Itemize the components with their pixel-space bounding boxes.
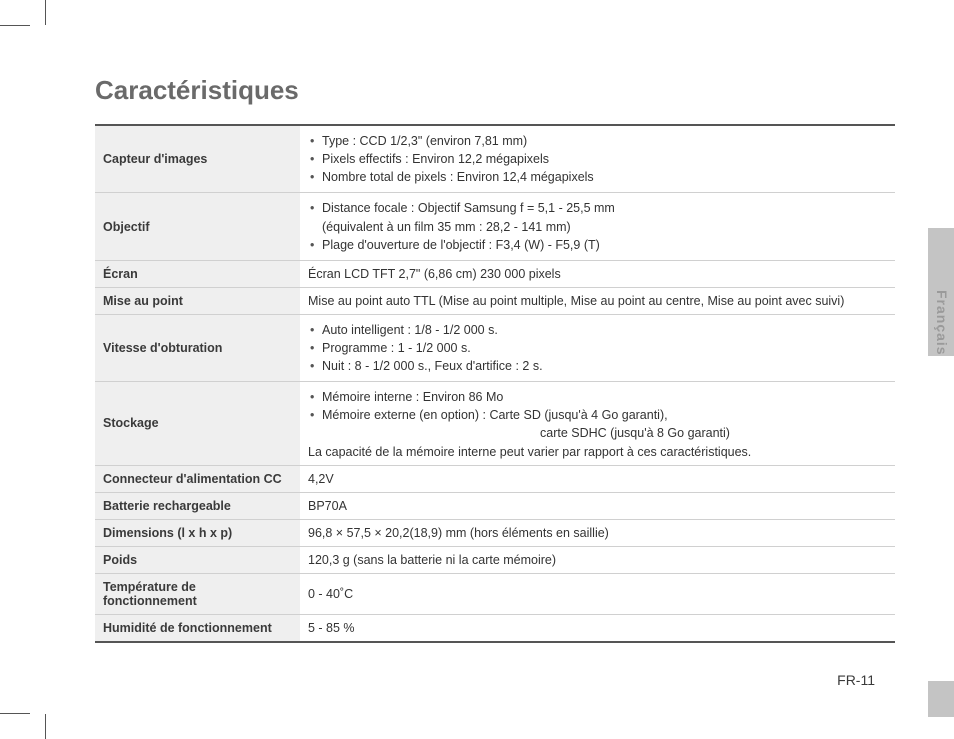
- spec-bullet: Distance focale : Objectif Samsung f = 5…: [308, 199, 887, 217]
- language-tab-label: Français: [934, 290, 950, 356]
- table-row: Dimensions (l x h x p)96,8 × 57,5 × 20,2…: [95, 519, 895, 546]
- spec-subline: (équivalent à un film 35 mm : 28,2 - 141…: [308, 218, 887, 236]
- table-row: Poids120,3 g (sans la batterie ni la car…: [95, 546, 895, 573]
- table-row: Batterie rechargeableBP70A: [95, 492, 895, 519]
- table-row: Capteur d'imagesType : CCD 1/2,3" (envir…: [95, 125, 895, 193]
- spec-bullet: Programme : 1 - 1/2 000 s.: [308, 339, 887, 357]
- table-row: ÉcranÉcran LCD TFT 2,7" (6,86 cm) 230 00…: [95, 260, 895, 287]
- table-row: Température de fonctionnement0 - 40˚C: [95, 573, 895, 614]
- crop-mark: [0, 25, 30, 26]
- spec-bullet: Pixels effectifs : Environ 12,2 mégapixe…: [308, 150, 887, 168]
- spec-value: BP70A: [300, 492, 895, 519]
- spec-bullet: Plage d'ouverture de l'objectif : F3,4 (…: [308, 236, 887, 254]
- crop-mark: [45, 0, 46, 25]
- crop-mark: [45, 714, 46, 739]
- spec-label: Poids: [95, 546, 300, 573]
- table-row: Connecteur d'alimentation CC4,2V: [95, 465, 895, 492]
- spec-value: Distance focale : Objectif Samsung f = 5…: [300, 193, 895, 260]
- spec-label: Batterie rechargeable: [95, 492, 300, 519]
- spec-label: Vitesse d'obturation: [95, 314, 300, 381]
- spec-value: 5 - 85 %: [300, 614, 895, 642]
- spec-label: Capteur d'images: [95, 125, 300, 193]
- spec-value: 96,8 × 57,5 × 20,2(18,9) mm (hors élémen…: [300, 519, 895, 546]
- spec-value: Écran LCD TFT 2,7" (6,86 cm) 230 000 pix…: [300, 260, 895, 287]
- spec-value: Type : CCD 1/2,3" (environ 7,81 mm)Pixel…: [300, 125, 895, 193]
- spec-bullet: Auto intelligent : 1/8 - 1/2 000 s.: [308, 321, 887, 339]
- table-row: Humidité de fonctionnement5 - 85 %: [95, 614, 895, 642]
- spec-bullet: Type : CCD 1/2,3" (environ 7,81 mm): [308, 132, 887, 150]
- spec-label: Écran: [95, 260, 300, 287]
- page-number: FR-11: [837, 672, 875, 688]
- spec-value: Mémoire interne : Environ 86 MoMémoire e…: [300, 382, 895, 465]
- table-row: Mise au pointMise au point auto TTL (Mis…: [95, 287, 895, 314]
- spec-label: Mise au point: [95, 287, 300, 314]
- page-title: Caractéristiques: [95, 75, 895, 106]
- spec-label: Stockage: [95, 382, 300, 465]
- spec-label: Température de fonctionnement: [95, 573, 300, 614]
- spec-bullet: Mémoire interne : Environ 86 Mo: [308, 388, 887, 406]
- spec-note: La capacité de la mémoire interne peut v…: [308, 445, 887, 459]
- table-row: Vitesse d'obturationAuto intelligent : 1…: [95, 314, 895, 381]
- crop-mark: [0, 713, 30, 714]
- spec-value: Mise au point auto TTL (Mise au point mu…: [300, 287, 895, 314]
- page-content: Caractéristiques Capteur d'imagesType : …: [95, 75, 895, 643]
- spec-value: 0 - 40˚C: [300, 573, 895, 614]
- spec-label: Objectif: [95, 193, 300, 260]
- spec-table: Capteur d'imagesType : CCD 1/2,3" (envir…: [95, 124, 895, 643]
- table-row: Objectif Distance focale : Objectif Samsu…: [95, 193, 895, 260]
- page-thumb-marker: [928, 681, 954, 717]
- spec-bullet: Nuit : 8 - 1/2 000 s., Feux d'artifice :…: [308, 357, 887, 375]
- spec-label: Dimensions (l x h x p): [95, 519, 300, 546]
- spec-label: Connecteur d'alimentation CC: [95, 465, 300, 492]
- spec-label: Humidité de fonctionnement: [95, 614, 300, 642]
- table-row: StockageMémoire interne : Environ 86 MoM…: [95, 382, 895, 465]
- spec-bullet: Nombre total de pixels : Environ 12,4 mé…: [308, 168, 887, 186]
- spec-value: Auto intelligent : 1/8 - 1/2 000 s.Progr…: [300, 314, 895, 381]
- spec-continuation: carte SDHC (jusqu'à 8 Go garanti): [308, 424, 887, 442]
- spec-bullet: Mémoire externe (en option) : Carte SD (…: [308, 406, 887, 424]
- spec-value: 120,3 g (sans la batterie ni la carte mé…: [300, 546, 895, 573]
- spec-value: 4,2V: [300, 465, 895, 492]
